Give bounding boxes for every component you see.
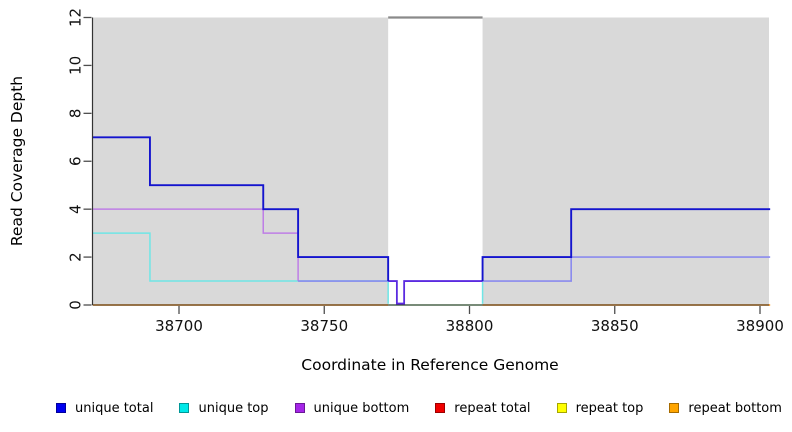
legend-label: unique total (75, 400, 154, 416)
series-path-unique-total-left (92, 136, 390, 282)
legend-label: repeat top (575, 400, 644, 416)
legend-label: unique top (198, 400, 269, 416)
y-tick-label: 4 (67, 204, 85, 214)
plot-backgrounds (92, 16, 769, 305)
y-tick-label: 2 (67, 252, 85, 262)
series-path-overlap-top-bottom-right (482, 256, 771, 282)
y-tick-label: 12 (67, 8, 85, 27)
legend-item-unique-total: unique total (56, 401, 153, 416)
legend-swatch-icon (294, 403, 305, 413)
x-tick-label: 38800 (446, 317, 494, 335)
y-tick-label: 8 (67, 109, 85, 119)
x-tick-label: 38850 (591, 317, 639, 335)
y-tick-label: 0 (67, 300, 85, 310)
series-path-unique-top-visible (92, 232, 389, 304)
legend-item-unique-bottom: unique bottom (294, 400, 410, 416)
legend-swatch-icon (669, 403, 680, 413)
legend-label: repeat total (454, 400, 531, 416)
x-axis-title: Coordinate in Reference Genome (301, 356, 558, 374)
series-path-unique-total-right (481, 208, 771, 282)
x-tick-label: 38900 (736, 317, 784, 335)
x-tick-label: 38750 (300, 317, 348, 335)
legend-swatch-icon (435, 403, 446, 413)
legend-swatch-icon (56, 403, 66, 413)
series-path-overlap-total-bottom-band (388, 280, 483, 305)
x-tick-label: 38700 (155, 317, 203, 335)
legend-swatch-icon (556, 403, 567, 413)
legend-label: unique bottom (313, 400, 410, 416)
plot-bg-left (92, 17, 389, 305)
plot-bg-right (482, 17, 769, 305)
y-tick-label: 6 (67, 156, 85, 166)
legend-item-repeat-bottom: repeat bottom (669, 401, 782, 416)
legend-label: repeat bottom (688, 400, 782, 416)
y-axis-title: Read Coverage Depth (8, 76, 26, 246)
legend-item-repeat-total: repeat total (435, 400, 531, 416)
y-tick-label: 10 (67, 56, 85, 75)
legend-item-repeat-top: repeat top (556, 400, 644, 416)
legend-swatch-icon (179, 403, 190, 413)
legend: unique total unique top unique bottom repea… (56, 398, 782, 418)
axes-and-ticks: 38700 38750 38800 38850 38900 0 2 4 6 8 10 12 (67, 8, 784, 335)
legend-item-unique-top: unique top (179, 400, 269, 416)
coverage-plot: 38700 38750 38800 38850 38900 0 2 4 6 8 10 12 Coord… (8, 8, 784, 374)
